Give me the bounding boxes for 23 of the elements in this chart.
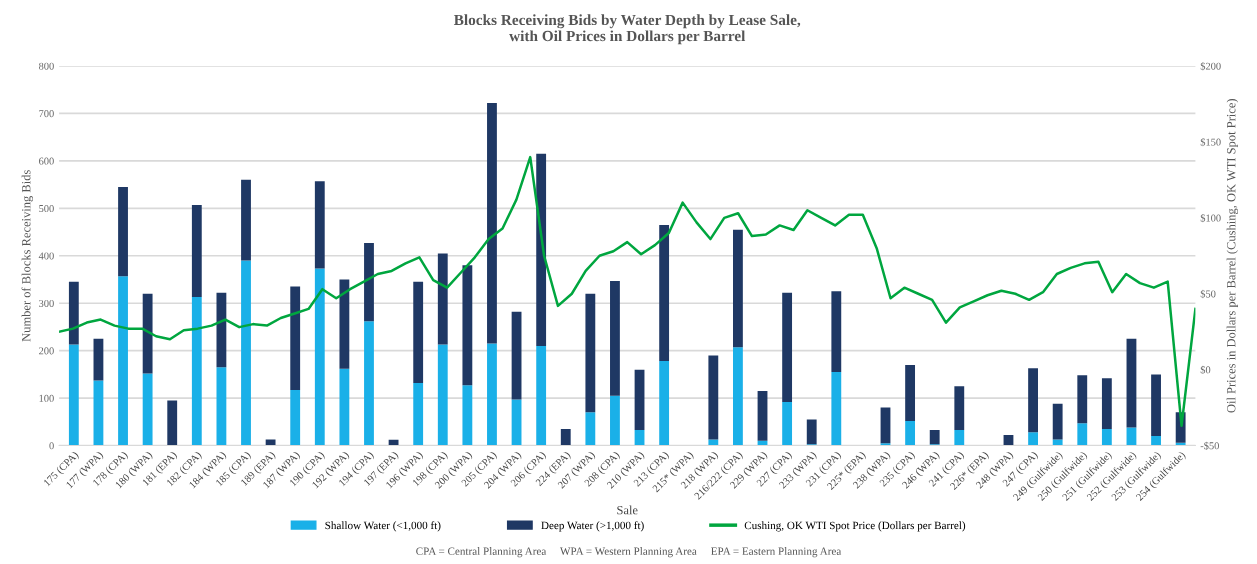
y-tick-label: 700: [39, 110, 54, 118]
y-tick-label: 600: [39, 157, 54, 165]
y-tick-label: 300: [39, 299, 54, 307]
y-tick-label: $50: [1200, 289, 1216, 299]
y-tick-label: $100: [1200, 213, 1221, 223]
legend-label: Cushing, OK WTI Spot Price (Dollars per Barrel): [744, 521, 966, 532]
y-tick-label: $150: [1200, 137, 1221, 147]
y-tick-label: 500: [39, 205, 54, 213]
y-tick-label: 400: [38, 252, 54, 260]
y-tick-label: 200: [39, 347, 54, 355]
y-tick-label: -$50: [1200, 441, 1219, 450]
y-tick-label: $0: [1200, 365, 1211, 375]
legend-label: Deep Water (>1,000 ft): [541, 521, 644, 532]
chart-title: Blocks Receiving Bids by Water Depth by Lease Sale, with Oil Prices in Dollars per Barrel: [453, 14, 801, 45]
text: CPA = Central Planning Area WPA = Western Planning Area EPA = Eastern Planning Area: [416, 547, 842, 558]
x-axis-title: Sale: [617, 505, 638, 515]
y-tick-label: $200: [1200, 62, 1221, 71]
legend-label: Shallow Water (<1,000 ft): [325, 521, 441, 532]
y-tick-label: 100: [39, 394, 54, 402]
y-tick-label: 0: [49, 442, 54, 450]
y-axis-title: Number of Blocks Receiving Bids: [21, 170, 34, 342]
y-tick-label: 800: [38, 62, 54, 70]
y-axis-title: Oil Prices in Dollars per Barrel (Cushing, OK WTI Spot Price): [1226, 99, 1239, 413]
